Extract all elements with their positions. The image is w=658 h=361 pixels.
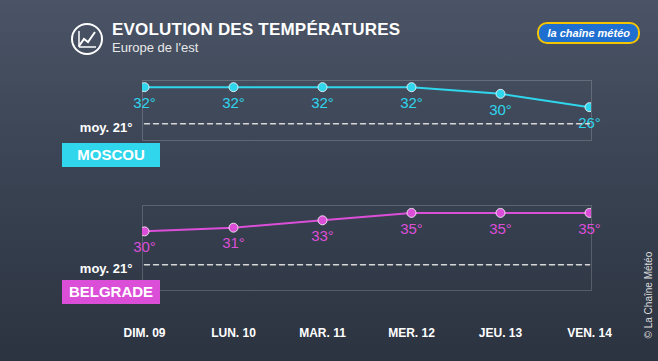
- html-text:BELGRADE: BELGRADE: [68, 283, 154, 300]
- svg-text:26°: 26°: [578, 114, 601, 131]
- svg-text:DIM. 09: DIM. 09: [123, 326, 165, 340]
- svg-text:31°: 31°: [222, 234, 245, 251]
- svg-text:33°: 33°: [311, 227, 334, 244]
- svg-text:32°: 32°: [311, 94, 334, 111]
- svg-text:JEU. 13: JEU. 13: [479, 326, 523, 340]
- svg-text:32°: 32°: [400, 94, 423, 111]
- svg-text:VEN. 14: VEN. 14: [567, 326, 612, 340]
- svg-text:32°: 32°: [222, 94, 245, 111]
- svg-text:35°: 35°: [578, 220, 601, 237]
- html-text:EVOLUTION DES TEMPÉRATURES: EVOLUTION DES TEMPÉRATURES: [112, 20, 401, 39]
- svg-text:35°: 35°: [489, 220, 512, 237]
- svg-text:30°: 30°: [133, 238, 156, 255]
- svg-text:32°: 32°: [133, 94, 156, 111]
- svg-text:MAR. 11: MAR. 11: [299, 326, 346, 340]
- html-text:la chaîne météo: la chaîne météo: [547, 27, 630, 39]
- html-text:© La Chaîne Météo: © La Chaîne Météo: [642, 251, 654, 339]
- html-text:Europe de l'est: Europe de l'est: [112, 40, 199, 55]
- html-text:MOSCOU: MOSCOU: [77, 146, 145, 163]
- svg-text:moy. 21°: moy. 21°: [80, 261, 133, 276]
- svg-text:LUN. 10: LUN. 10: [211, 326, 256, 340]
- svg-text:moy. 21°: moy. 21°: [80, 120, 133, 135]
- svg-text:35°: 35°: [400, 220, 423, 237]
- svg-text:30°: 30°: [489, 101, 512, 118]
- svg-text:MER. 12: MER. 12: [388, 326, 435, 340]
